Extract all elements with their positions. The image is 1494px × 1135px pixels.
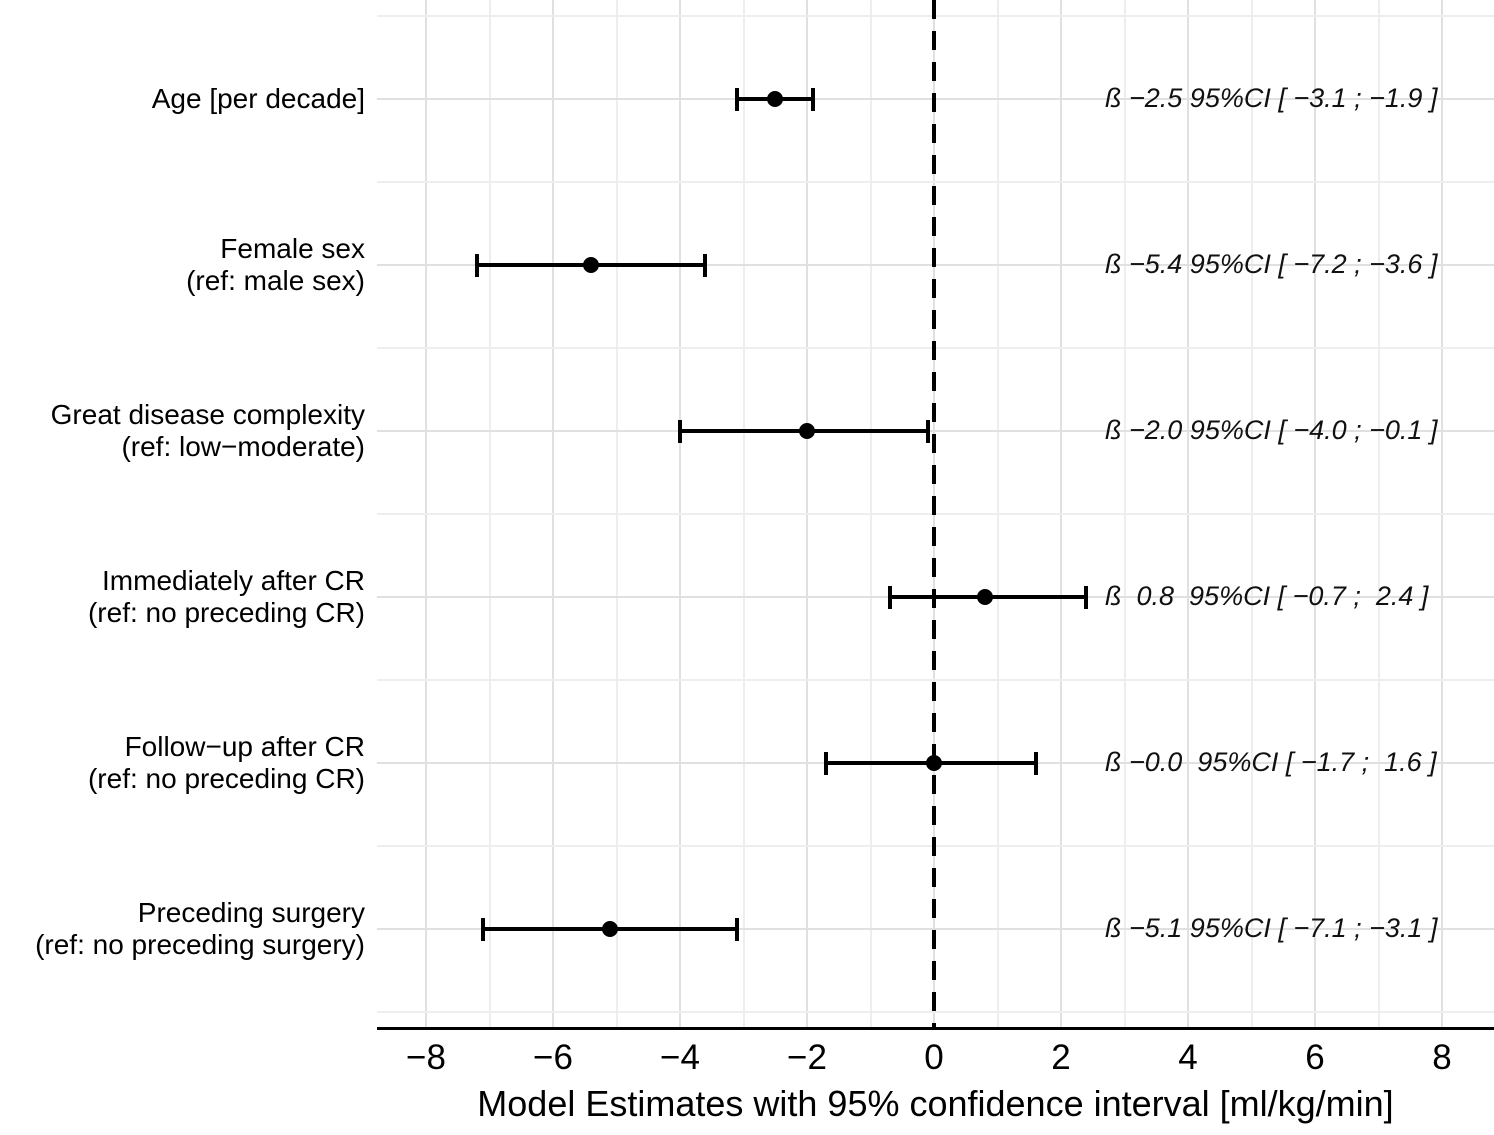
estimate-point bbox=[799, 423, 815, 439]
estimate-annotation: ß −5.1 95%CI [ −7.1 ; −3.1 ] bbox=[1105, 913, 1438, 943]
error-bar-cap-right bbox=[1084, 586, 1089, 609]
zero-reference-line bbox=[932, 0, 936, 1028]
category-label: Preceding surgery (ref: no preceding sur… bbox=[35, 897, 365, 960]
x-tick-label: 0 bbox=[924, 1038, 944, 1077]
x-tick-label: 6 bbox=[1305, 1038, 1325, 1077]
error-bar-cap-left bbox=[474, 254, 479, 277]
category-label: Female sex (ref: male sex) bbox=[186, 233, 365, 296]
x-tick-label: −4 bbox=[660, 1038, 700, 1077]
estimate-point bbox=[926, 755, 942, 771]
estimate-point bbox=[583, 257, 600, 273]
estimate-point bbox=[602, 921, 619, 937]
estimate-annotation: ß 0.8 95%CI [ −0.7 ; 2.4 ] bbox=[1105, 581, 1429, 611]
error-bar-cap-left bbox=[887, 586, 892, 609]
estimate-point bbox=[976, 589, 993, 605]
error-bar-cap-left bbox=[678, 420, 682, 443]
plot-panel: ß −2.5 95%CI [ −3.1 ; −1.9 ] ß −5.4 95%CI… bbox=[377, 0, 1494, 1028]
x-tick-label: 4 bbox=[1178, 1038, 1198, 1077]
error-bar-cap-right bbox=[1033, 752, 1038, 775]
error-bar-cap-left bbox=[824, 752, 829, 775]
x-tick-label: 8 bbox=[1432, 1038, 1452, 1077]
estimate-annotation: ß −2.5 95%CI [ −3.1 ; −1.9 ] bbox=[1105, 83, 1438, 113]
x-tick-label: −8 bbox=[406, 1038, 446, 1077]
x-tick-label: 2 bbox=[1051, 1038, 1071, 1077]
x-axis-title: Model Estimates with 95% confidence inte… bbox=[477, 1083, 1394, 1124]
error-bar-cap-right bbox=[735, 918, 740, 941]
x-tick-label: −6 bbox=[533, 1038, 573, 1077]
estimate-annotation: ß −2.0 95%CI [ −4.0 ; −0.1 ] bbox=[1105, 415, 1438, 445]
error-bar-cap-right bbox=[811, 88, 816, 111]
estimate-annotation: ß −0.0 95%CI [ −1.7 ; 1.6 ] bbox=[1105, 747, 1437, 777]
error-bar-cap-left bbox=[481, 918, 486, 941]
estimate-point bbox=[767, 91, 784, 107]
estimate-annotation: ß −5.4 95%CI [ −7.2 ; −3.6 ] bbox=[1105, 249, 1438, 279]
error-bar-cap-left bbox=[735, 88, 740, 111]
error-bar-cap-right bbox=[703, 254, 708, 277]
x-axis-line bbox=[377, 1027, 1494, 1030]
error-bar-cap-right bbox=[925, 420, 930, 443]
x-tick-label: −2 bbox=[787, 1038, 827, 1077]
category-label: Age [per decade] bbox=[151, 83, 365, 114]
category-label: Great disease complexity (ref: low−moder… bbox=[50, 399, 365, 462]
category-label: Immediately after CR (ref: no preceding … bbox=[87, 565, 365, 628]
category-label: Follow−up after CR (ref: no preceding CR… bbox=[87, 731, 365, 794]
